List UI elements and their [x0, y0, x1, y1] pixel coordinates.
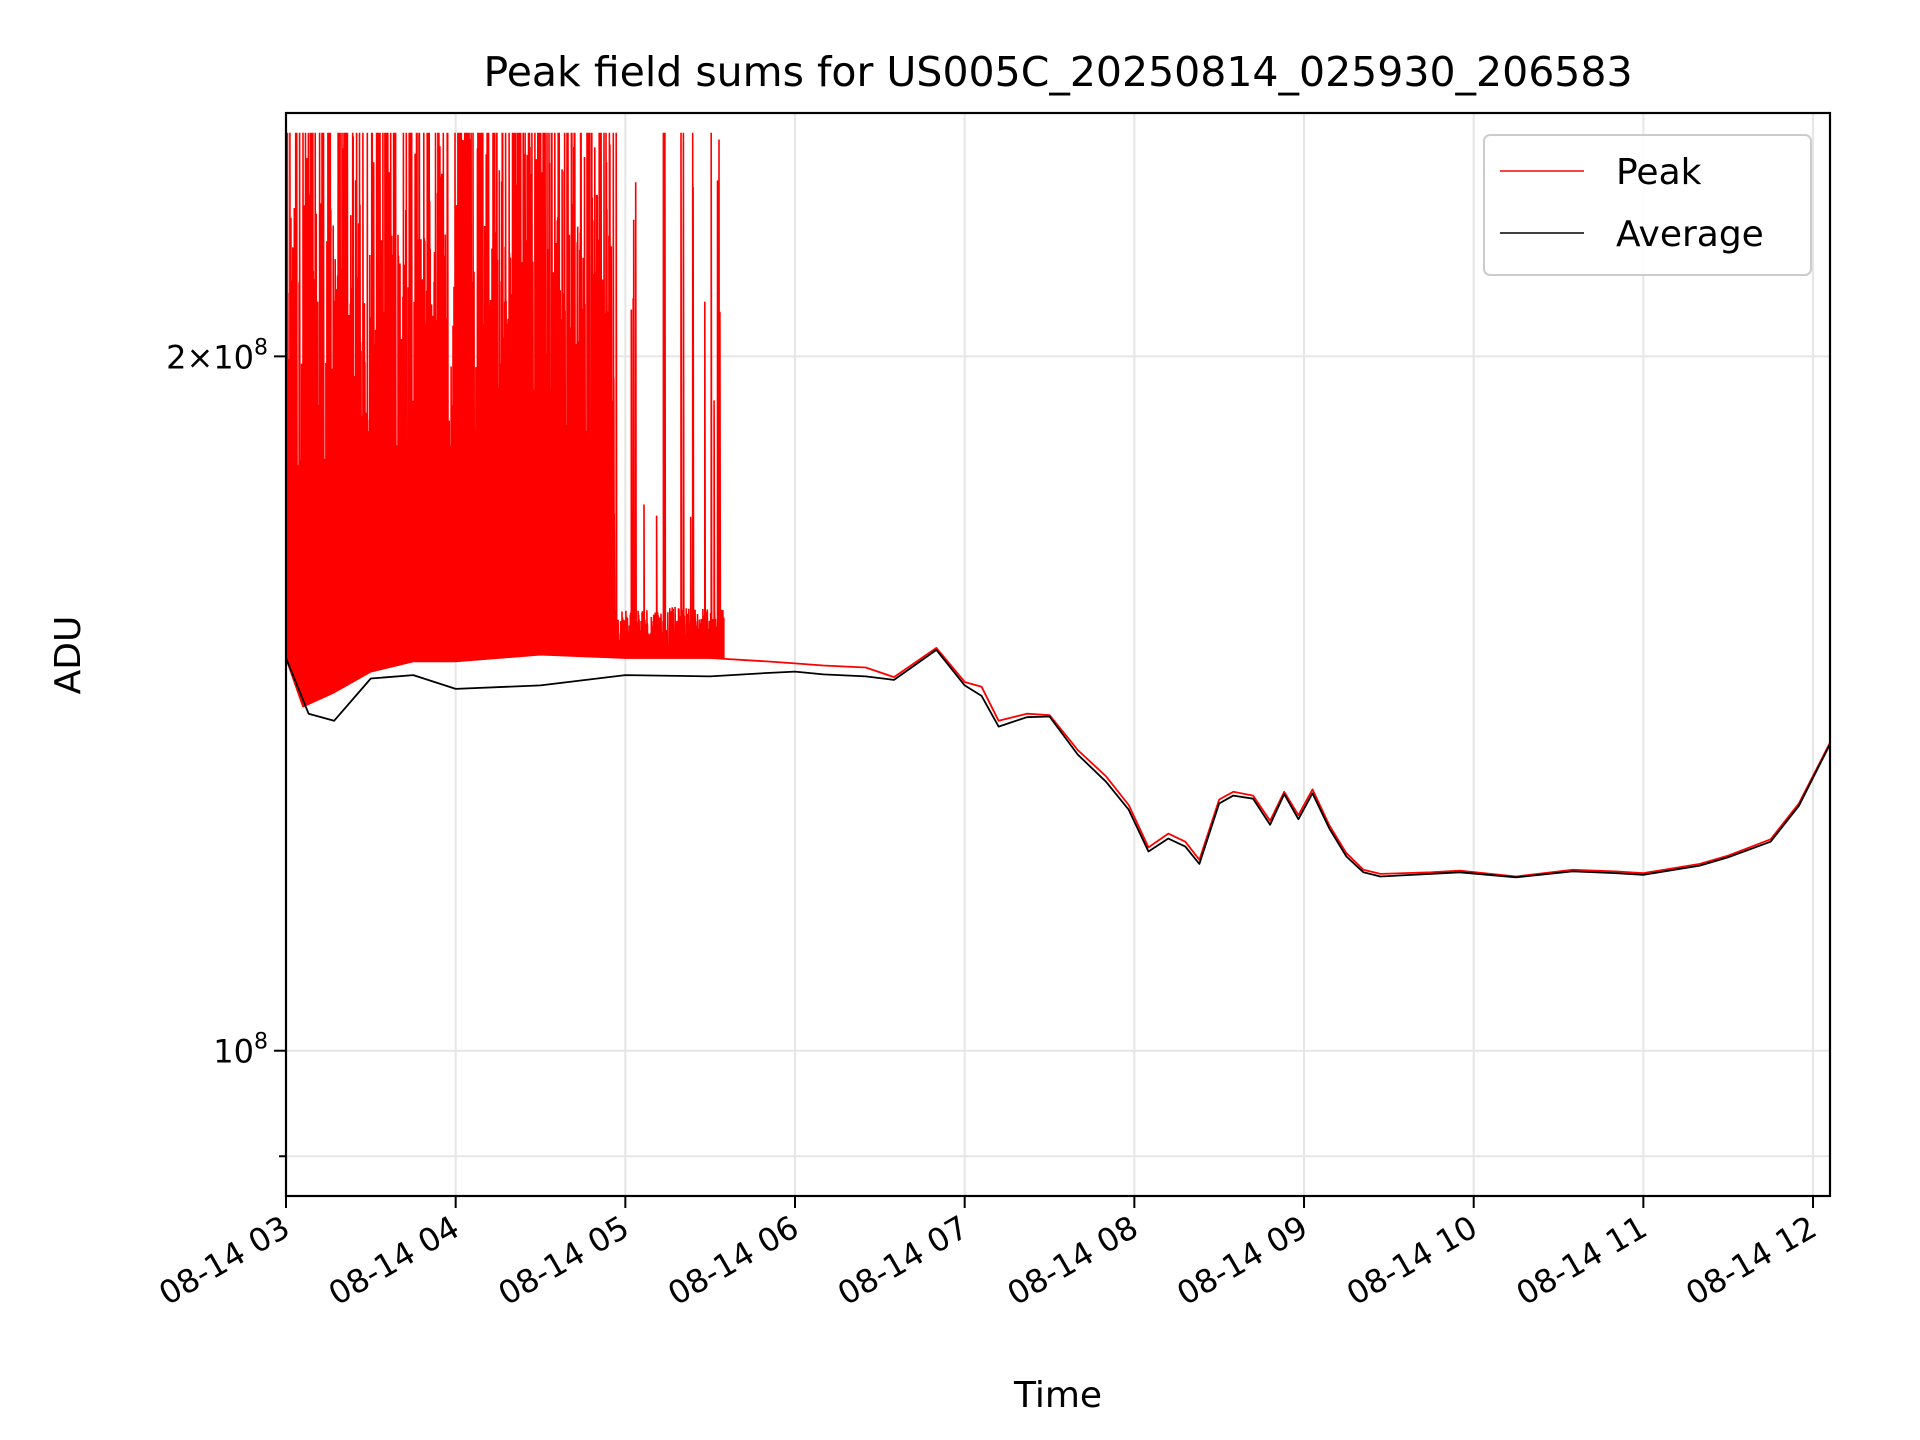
x-axis: 08-14 03 08-14 04 08-14 05 08-14 06 08-14 07… — [152, 1196, 1823, 1313]
y-tick-label: 2×108 — [166, 335, 268, 376]
series-layer — [286, 647, 1830, 879]
series-line-peak — [286, 647, 1830, 878]
x-tick-label: 08-14 12 — [1679, 1208, 1823, 1313]
x-tick-label: 08-14 08 — [1001, 1208, 1145, 1313]
peak-spike-region — [286, 132, 725, 707]
plot-frame — [284, 111, 1832, 1198]
legend: Peak Average — [1483, 134, 1812, 276]
x-tick-label: 08-14 11 — [1510, 1208, 1654, 1313]
legend-box — [1483, 134, 1812, 276]
x-tick-label: 08-14 09 — [1170, 1208, 1314, 1313]
x-tick-label: 08-14 04 — [322, 1208, 466, 1313]
plot-area — [286, 132, 1830, 879]
y-tick-label: 108 — [213, 1030, 268, 1071]
x-tick-label: 08-14 10 — [1340, 1208, 1484, 1313]
legend-label-average: Average — [1616, 214, 1764, 255]
x-tick-label: 08-14 05 — [492, 1208, 636, 1313]
y-axis: 108 2×108 — [166, 335, 286, 1158]
x-tick-label: 08-14 06 — [661, 1208, 805, 1313]
peak-spikes — [286, 132, 725, 707]
chart-title: Peak field sums for US005C_20250814_0259… — [483, 48, 1632, 96]
legend-label-peak: Peak — [1616, 152, 1702, 193]
series-line-average — [286, 649, 1830, 879]
x-tick-label: 08-14 07 — [831, 1208, 975, 1313]
x-tick-label: 08-14 03 — [152, 1208, 296, 1313]
x-axis-label: Time — [1013, 1375, 1102, 1416]
y-axis-label: ADU — [48, 616, 89, 695]
